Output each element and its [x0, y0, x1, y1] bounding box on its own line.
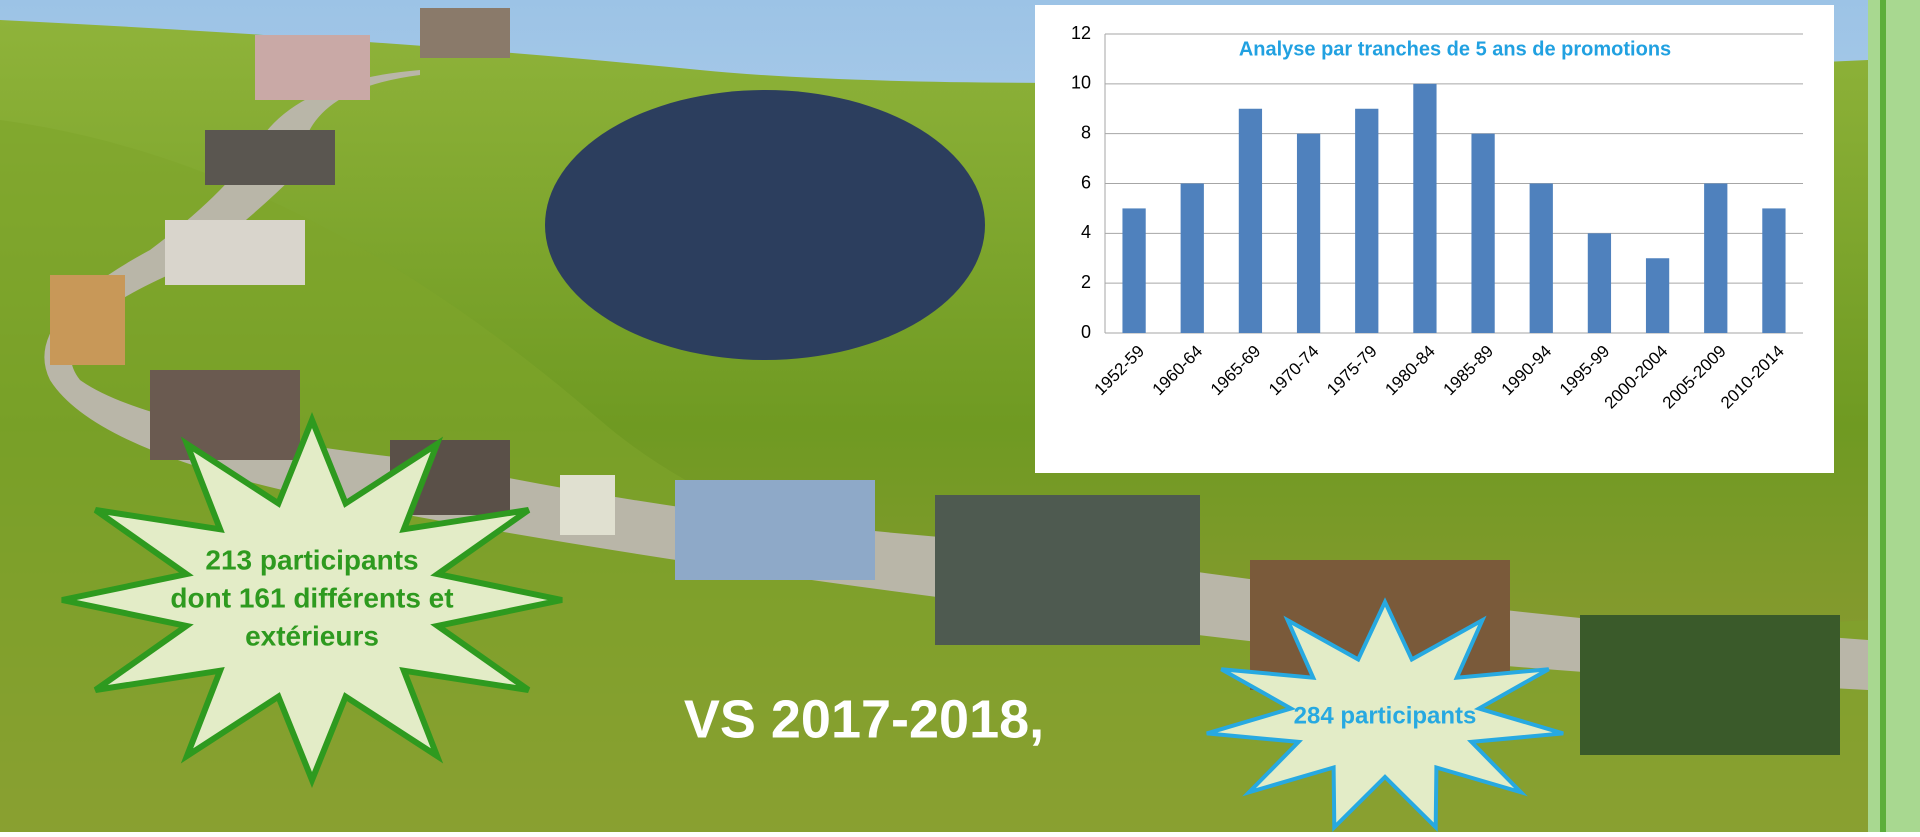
y-tick-label: 4: [1081, 222, 1091, 242]
bar: [1645, 258, 1670, 333]
starburst: [61, 411, 563, 789]
y-tick-label: 0: [1081, 322, 1091, 342]
side-border: [1868, 0, 1920, 832]
callout-text: dont 161 différents et: [170, 582, 453, 613]
y-tick-label: 2: [1081, 272, 1091, 292]
caption: VS 2017-2018,: [684, 689, 1044, 749]
y-tick-label: 6: [1081, 172, 1091, 192]
photo: [205, 130, 335, 185]
bar: [1471, 133, 1495, 333]
bar: [1296, 133, 1321, 333]
group-photo: [545, 90, 985, 360]
photo: [150, 370, 300, 460]
bar: [1122, 208, 1146, 333]
bar: [1180, 183, 1204, 333]
bar: [1587, 233, 1612, 333]
photo: [935, 495, 1200, 645]
callout-text: 213 participants: [205, 544, 418, 575]
bar: [1355, 108, 1379, 333]
bar: [1529, 183, 1553, 333]
bar: [1238, 108, 1263, 333]
starburst: [1206, 597, 1564, 833]
y-tick-label: 10: [1071, 73, 1091, 93]
photo: [50, 275, 125, 365]
bar: [1762, 208, 1786, 333]
side-border-line: [1880, 0, 1886, 832]
y-tick-label: 8: [1081, 122, 1091, 142]
chart-title: Analyse par tranches de 5 ans de promoti…: [1239, 38, 1671, 60]
photo: [560, 475, 615, 535]
bar: [1704, 183, 1728, 333]
callout-text: extérieurs: [245, 620, 379, 651]
photo: [675, 480, 875, 580]
photo: [165, 220, 305, 285]
y-tick-label: 12: [1071, 23, 1091, 43]
photo: [1580, 615, 1840, 755]
photo: [255, 35, 370, 100]
photo: [420, 8, 510, 58]
bar: [1413, 83, 1437, 333]
callout-text: 284 participants: [1294, 702, 1477, 729]
